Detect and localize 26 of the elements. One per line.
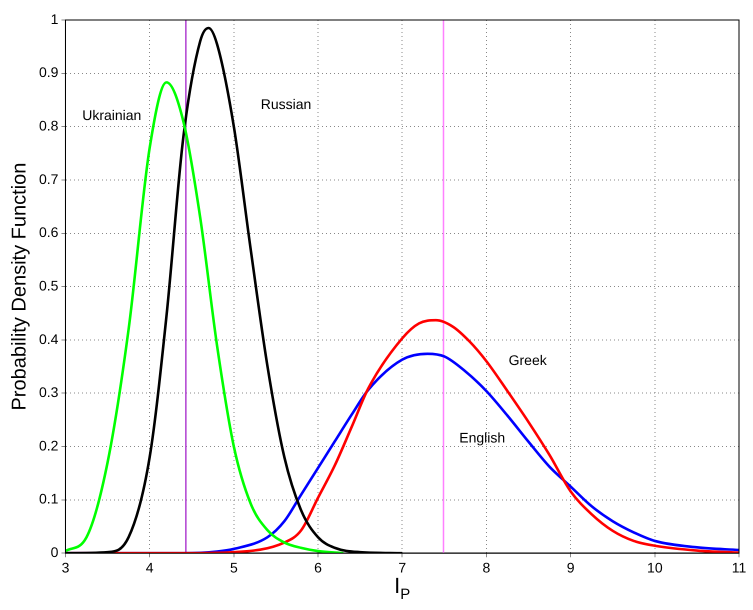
x-tick-label: 10 <box>647 559 663 576</box>
x-tick-label: 4 <box>146 559 154 576</box>
y-tick-label: 0.8 <box>38 118 59 134</box>
y-tick-label: 0.4 <box>38 330 59 347</box>
series-label: Ukrainian <box>82 106 142 123</box>
x-tick-label: 11 <box>732 559 746 576</box>
x-tick-label: 8 <box>482 559 491 576</box>
y-tick-label: 0.2 <box>38 437 59 454</box>
x-tick-label: 7 <box>398 559 406 576</box>
line-series <box>65 81 345 554</box>
y-tick-label: 0.3 <box>38 384 59 400</box>
x-tick-label: 9 <box>566 559 575 576</box>
y-tick-label: 0.6 <box>38 224 59 240</box>
y-tick-label: 0.7 <box>38 170 59 187</box>
text: Russian <box>260 96 312 112</box>
x-tick-label: 5 <box>230 559 238 576</box>
series-label: English <box>459 429 506 446</box>
y-tick-label: 0 <box>50 544 59 560</box>
y-tick-label: 0.9 <box>38 64 59 80</box>
x-tick-label: 6 <box>314 559 322 576</box>
series-label: Greek <box>508 352 548 368</box>
y-axis-title: Probability Density Function <box>8 162 31 411</box>
x-tick-label: 3 <box>62 559 70 576</box>
y-tick-label: 0.5 <box>38 277 59 294</box>
y-tick-label: 1 <box>50 10 59 27</box>
y-tick-label: 0.1 <box>38 490 59 507</box>
